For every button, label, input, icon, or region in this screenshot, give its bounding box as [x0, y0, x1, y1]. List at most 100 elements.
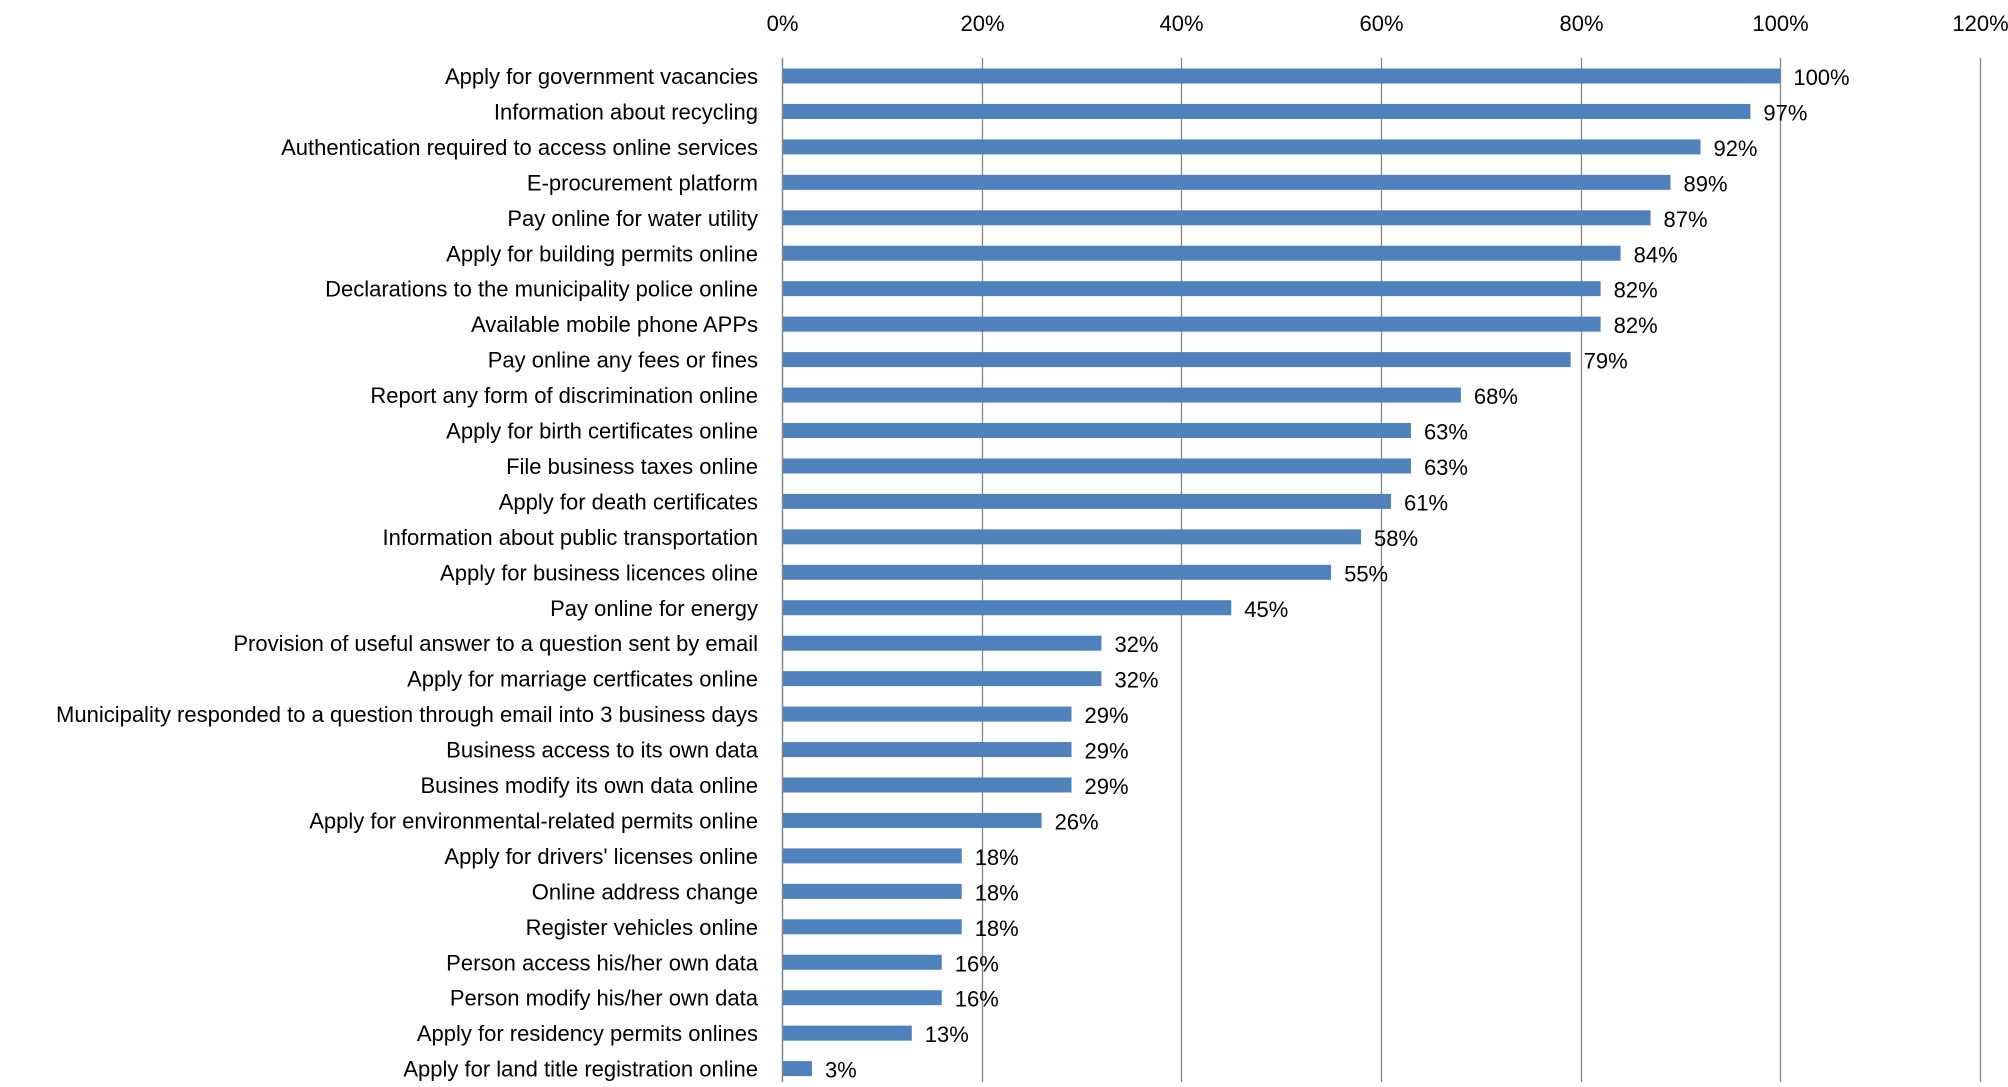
- data-label: 61%: [1404, 490, 1448, 515]
- bar: [783, 174, 1671, 190]
- category-label: Apply for business licences oline: [440, 560, 758, 585]
- data-label: 87%: [1664, 207, 1708, 232]
- data-label: 84%: [1634, 242, 1678, 267]
- bar: [783, 281, 1601, 297]
- x-tick-label: 60%: [1359, 11, 1403, 36]
- bar: [783, 423, 1411, 438]
- category-label: Pay online for energy: [550, 596, 758, 621]
- bar: [783, 245, 1621, 261]
- category-label: Provision of useful answer to a question…: [233, 631, 758, 656]
- data-label: 68%: [1474, 384, 1518, 409]
- category-label: Apply for birth certificates online: [446, 419, 758, 444]
- category-label: Apply for government vacancies: [445, 64, 758, 89]
- data-label: 92%: [1713, 136, 1757, 161]
- data-label: 3%: [825, 1058, 857, 1082]
- data-label: 32%: [1114, 668, 1158, 693]
- data-label: 79%: [1584, 349, 1628, 374]
- data-label: 45%: [1244, 597, 1288, 622]
- category-label: Person access his/her own data: [446, 950, 759, 975]
- data-label: 58%: [1374, 526, 1418, 551]
- category-label: Municipality responded to a question thr…: [56, 702, 758, 727]
- bar: [783, 954, 942, 970]
- category-label: Online address change: [532, 879, 758, 904]
- category-label: Apply for land title registration online: [403, 1057, 758, 1082]
- category-label: Apply for marriage certficates online: [407, 667, 758, 692]
- data-label: 29%: [1085, 774, 1129, 799]
- bar: [783, 529, 1362, 545]
- category-label: Apply for residency permits onlines: [417, 1021, 758, 1046]
- bar: [783, 564, 1332, 580]
- bar: [783, 352, 1571, 368]
- category-label: E-procurement platform: [527, 170, 758, 195]
- data-label: 18%: [975, 916, 1019, 941]
- bar: [783, 1061, 812, 1077]
- data-label: 29%: [1085, 703, 1129, 728]
- category-label: Declarations to the municipality police …: [325, 277, 758, 302]
- bars: [783, 68, 1781, 1077]
- bar: [783, 68, 1781, 84]
- data-label: 100%: [1793, 65, 1849, 90]
- category-label: Person modify his/her own data: [450, 986, 759, 1011]
- x-tick-label: 100%: [1752, 11, 1808, 36]
- x-axis-ticks: 0% 20% 40% 60% 80% 100% 120%: [767, 11, 2008, 36]
- data-label: 63%: [1424, 420, 1468, 445]
- x-tick-label: 0%: [767, 11, 799, 36]
- category-label: File business taxes online: [506, 454, 758, 479]
- bar: [783, 493, 1391, 509]
- data-label: 18%: [975, 880, 1019, 905]
- category-label: Apply for environmental-related permits …: [309, 808, 758, 833]
- bar: [783, 458, 1411, 474]
- data-label: 16%: [955, 951, 999, 976]
- category-label: Pay online for water utility: [507, 206, 758, 231]
- data-label: 29%: [1085, 739, 1129, 764]
- bar: [783, 812, 1042, 828]
- category-label: Busines modify its own data online: [420, 773, 758, 798]
- bar: [783, 919, 962, 935]
- category-label: Information about public transportation: [383, 525, 758, 550]
- category-label: Apply for death certificates: [499, 489, 758, 514]
- bar: [783, 671, 1102, 687]
- data-label: 18%: [975, 845, 1019, 870]
- data-label: 16%: [955, 987, 999, 1012]
- bar: [783, 600, 1232, 616]
- category-label: Apply for building permits online: [446, 241, 758, 266]
- data-label: 82%: [1614, 313, 1658, 338]
- bar: [783, 316, 1601, 332]
- category-label: Available mobile phone APPs: [471, 312, 758, 337]
- category-label: Information about recycling: [494, 99, 758, 124]
- category-label: Apply for drivers' licenses online: [444, 844, 758, 869]
- category-label: Business access to its own data: [446, 738, 759, 763]
- bar: [783, 777, 1072, 793]
- bar: [783, 706, 1072, 722]
- x-tick-label: 20%: [960, 11, 1004, 36]
- bar: [783, 210, 1651, 226]
- bar: [783, 742, 1072, 758]
- data-label: 63%: [1424, 455, 1468, 480]
- category-labels: Apply for government vacancies Informatio…: [56, 64, 759, 1082]
- bar: [783, 848, 962, 864]
- bar: [783, 635, 1102, 651]
- bar: [783, 1025, 912, 1041]
- category-label: Register vehicles online: [526, 915, 758, 940]
- data-label: 89%: [1684, 171, 1728, 196]
- bar: [783, 139, 1701, 155]
- bar: [783, 387, 1461, 403]
- category-label: Pay online any fees or fines: [488, 348, 758, 373]
- data-label: 55%: [1344, 561, 1388, 586]
- data-label: 13%: [925, 1022, 969, 1047]
- data-label: 82%: [1614, 278, 1658, 303]
- x-tick-label: 40%: [1159, 11, 1203, 36]
- category-label: Authentication required to access online…: [281, 135, 758, 160]
- bar: [783, 990, 942, 1006]
- bar: [783, 103, 1751, 119]
- data-labels: 100%97%92%89%87%84%82%82%79%68%63%63%61%…: [825, 65, 1850, 1083]
- category-label: Report any form of discrimination online: [370, 383, 758, 408]
- data-label: 26%: [1055, 809, 1099, 834]
- data-label: 32%: [1114, 632, 1158, 657]
- bar: [783, 883, 962, 899]
- x-tick-label: 120%: [1952, 11, 2008, 36]
- data-label: 97%: [1763, 100, 1807, 125]
- x-tick-label: 80%: [1559, 11, 1603, 36]
